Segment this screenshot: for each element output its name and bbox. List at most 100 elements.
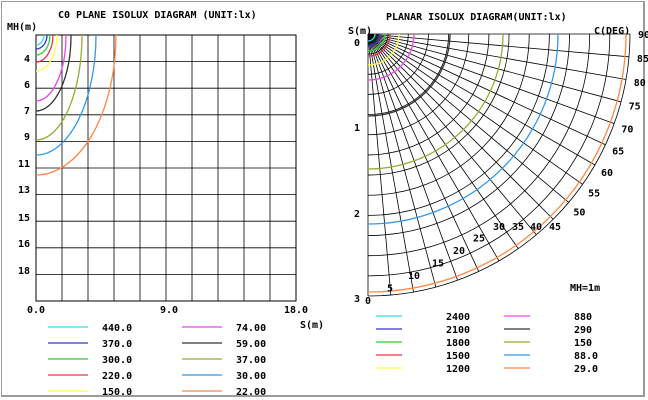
- polar-angle-tick-outer: 80: [634, 78, 646, 89]
- left-y-axis-label: MH(m): [7, 22, 37, 33]
- left-y-tick: 15: [18, 213, 30, 224]
- polar-angle-tick-bottom: 35: [512, 222, 524, 233]
- right-diagram-title: PLANAR ISOLUX DIAGRAM(UNIT:lx): [386, 12, 567, 23]
- polar-angle-tick-bottom: 30: [493, 222, 505, 233]
- polar-radial-tick: 1: [354, 123, 360, 134]
- left-legend-value: 220.0: [102, 371, 132, 382]
- polar-angle-tick-outer: 65: [612, 147, 624, 158]
- polar-grid-spoke: [367, 33, 554, 220]
- polar-grid-spoke: [367, 33, 627, 80]
- left-isolux-curve: [35, 34, 51, 56]
- right-legend-value: 1800: [446, 338, 470, 349]
- polar-angle-tick-outer: 70: [621, 124, 633, 135]
- polar-angle-tick-bottom: 0: [365, 296, 371, 307]
- left-legend-value: 440.0: [102, 323, 132, 334]
- polar-isolux-curve: [367, 33, 504, 170]
- polar-isolux-curve: [367, 33, 627, 293]
- polar-isolux-curve: [367, 33, 381, 47]
- left-x-tick: 9.0: [160, 305, 178, 316]
- right-legend-value: 150: [574, 338, 592, 349]
- polar-radial-ticks: 0 1 2 3: [354, 38, 360, 305]
- right-legend-value: 290: [574, 325, 592, 336]
- left-isolux-curve: [35, 34, 97, 156]
- left-y-tick: 6: [24, 80, 30, 91]
- polar-grid-spoke: [367, 33, 615, 124]
- right-legend-value: 2100: [446, 325, 470, 336]
- right-c-axis-label: C(DEG): [594, 26, 630, 37]
- polar-grid-spoke: [367, 33, 519, 249]
- left-y-ticks: 4 6 7 9 11 13 15 16 18: [18, 54, 30, 277]
- left-legend-value: 30.00: [236, 371, 266, 382]
- polar-grid-spoke: [367, 33, 392, 296]
- polar-angle-tick-bottom: 20: [453, 246, 465, 257]
- left-legend-value: 74.00: [236, 323, 266, 334]
- right-legend: 2400 2100 1800 1500 1200 880 290 150 88.0 29.0: [376, 312, 598, 375]
- polar-angle-tick-outer: 60: [601, 168, 613, 179]
- left-isolux-curve: [35, 34, 54, 63]
- left-isolux-curve: [35, 34, 83, 141]
- left-y-tick: 7: [24, 106, 30, 117]
- left-grid: [35, 34, 297, 302]
- left-isolux-curve: [35, 34, 48, 50]
- left-legend-value: 22.00: [236, 387, 266, 398]
- left-isolux-curve: [35, 34, 45, 46]
- left-legend-value: 150.0: [102, 387, 132, 398]
- polar-angle-tick-bottom: 40: [530, 222, 542, 233]
- right-legend-value: 880: [574, 312, 592, 323]
- left-x-tick: 0.0: [27, 305, 45, 316]
- left-x-tick: 18.0: [284, 305, 308, 316]
- polar-angle-tick-outer: 85: [637, 54, 648, 65]
- left-y-tick: 4: [24, 54, 30, 65]
- right-legend-value: 88.0: [574, 351, 598, 362]
- polar-grid-spoke: [367, 33, 437, 288]
- left-legend-value: 37.00: [236, 355, 266, 366]
- polar-angle-tick-outer: 90: [638, 30, 648, 41]
- polar-grid-spoke: [367, 33, 606, 146]
- left-isolux-curve: [35, 34, 58, 72]
- polar-isolux-curve: [367, 33, 559, 225]
- left-legend-value: 300.0: [102, 355, 132, 366]
- polar-angle-tick-outer: 75: [629, 101, 641, 112]
- left-x-axis-label: S(m): [300, 320, 324, 331]
- polar-angle-tick-outer: 55: [588, 188, 600, 199]
- polar-isolux-curve: [367, 33, 400, 66]
- polar-grid-spoke: [367, 33, 480, 272]
- polar-isolux-curve: [367, 33, 376, 42]
- polar-bottom-ticks: 0 5 10 15 20 25 30 35 40 45: [365, 222, 561, 307]
- polar-angle-tick-outer: 50: [573, 207, 585, 218]
- left-y-tick: 9: [24, 132, 30, 143]
- left-legend: 440.0 370.0 300.0 220.0 150.0 74.00 59.00 37.00…: [48, 323, 266, 398]
- polar-angle-tick-bottom: 15: [432, 259, 444, 270]
- polar-isolux-curve: [367, 33, 451, 117]
- polar-angle-tick-bottom: 25: [473, 234, 485, 245]
- right-legend-value: 1500: [446, 351, 470, 362]
- left-isolux-curve: [35, 34, 67, 102]
- polar-angle-tick-bottom: 10: [408, 271, 420, 282]
- left-y-tick: 11: [18, 159, 30, 170]
- right-legend-value: 29.0: [574, 364, 598, 375]
- right-legend-value: 2400: [446, 312, 470, 323]
- polar-radial-tick: 3: [354, 294, 360, 305]
- left-y-tick: 18: [18, 266, 30, 277]
- polar-grid-spoke: [367, 33, 622, 103]
- polar-grid-spoke: [367, 33, 537, 235]
- polar-grid-spoke: [367, 33, 569, 203]
- polar-isolux-curves: [367, 33, 627, 293]
- left-diagram-title: C0 PLANE ISOLUX DIAGRAM (UNIT:lx): [58, 10, 257, 21]
- mh-note: MH=1m: [570, 283, 600, 294]
- polar-radial-tick: 0: [354, 38, 360, 49]
- left-legend-value: 370.0: [102, 339, 132, 350]
- left-x-ticks: 0.0 9.0 18.0: [27, 305, 308, 316]
- left-isolux-curves: [35, 34, 117, 176]
- right-legend-value: 1200: [446, 364, 470, 375]
- polar-grid-spoke: [367, 33, 500, 262]
- left-legend-value: 59.00: [236, 339, 266, 350]
- right-s-axis-label: S(m): [348, 26, 372, 37]
- polar-grid-spoke: [367, 33, 596, 166]
- polar-angle-tick-bottom: 45: [549, 222, 561, 233]
- polar-isolux-curve: [367, 33, 391, 57]
